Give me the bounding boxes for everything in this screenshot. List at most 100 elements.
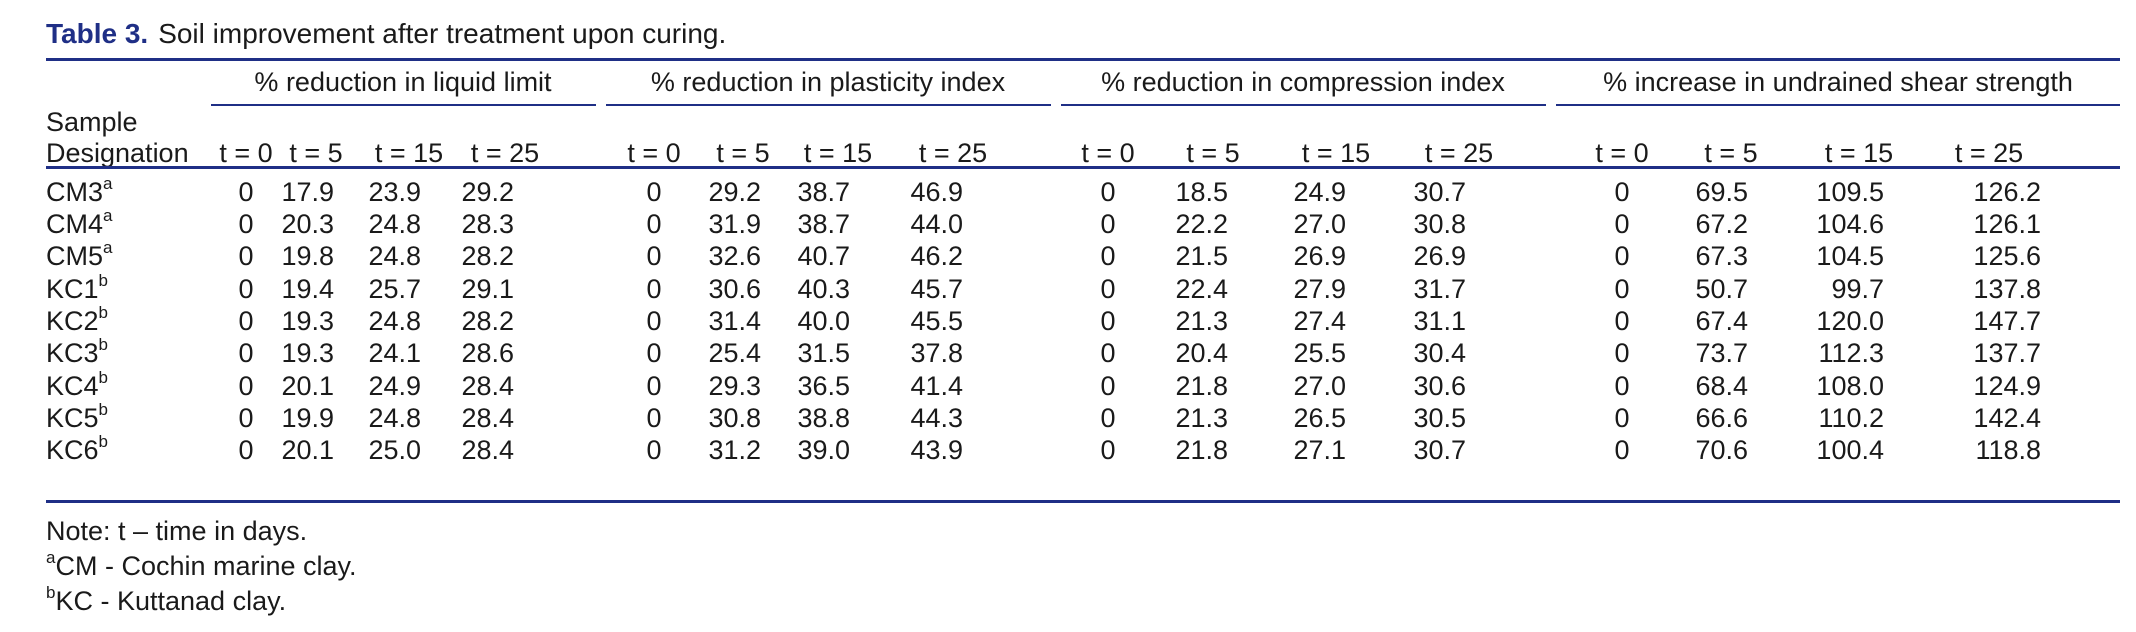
note-text: Note: t – time in days. bbox=[46, 516, 308, 546]
sample-footnote-mark: b bbox=[98, 400, 108, 419]
table-cell: 0 bbox=[1100, 306, 1116, 336]
table-cell: 0 bbox=[646, 209, 662, 239]
table-cell: 30.8 bbox=[708, 403, 761, 433]
table-cell: 24.8 bbox=[368, 403, 421, 433]
table-cell: 28.6 bbox=[461, 338, 514, 368]
table-cell: 40.7 bbox=[797, 241, 850, 271]
sample-name: KC1 bbox=[46, 274, 99, 304]
table-cell: 28.4 bbox=[461, 403, 514, 433]
time-header: t = 25 bbox=[1424, 138, 1494, 168]
sample-name: CM5 bbox=[46, 241, 104, 271]
table-cell: 26.9 bbox=[1413, 241, 1466, 271]
table-cell: 20.1 bbox=[281, 435, 334, 465]
table-cell: 21.5 bbox=[1175, 241, 1228, 271]
row-label: CM5a bbox=[46, 238, 113, 272]
table-cell: 0 bbox=[646, 403, 662, 433]
table-cell: 46.2 bbox=[910, 241, 963, 271]
table-cell: 30.8 bbox=[1413, 209, 1466, 239]
table-cell: 19.8 bbox=[281, 241, 334, 271]
table-cell: 67.3 bbox=[1695, 241, 1748, 271]
table-cell: 30.7 bbox=[1413, 435, 1466, 465]
table-cell: 26.9 bbox=[1293, 241, 1346, 271]
table-cell: 0 bbox=[238, 241, 254, 271]
table-cell: 0 bbox=[238, 177, 254, 207]
table-cell: 45.5 bbox=[910, 306, 963, 336]
row-label: KC5b bbox=[46, 400, 108, 434]
footnote-a-mark: a bbox=[46, 548, 56, 567]
table-cell: 0 bbox=[1100, 241, 1116, 271]
table-cell: 28.2 bbox=[461, 306, 514, 336]
time-header: t = 25 bbox=[918, 138, 988, 168]
table-cell: 20.3 bbox=[281, 209, 334, 239]
table-cell: 109.5 bbox=[1816, 177, 1884, 207]
sample-name: KC2 bbox=[46, 306, 99, 336]
time-header: t = 5 bbox=[1186, 138, 1240, 168]
sample-footnote-mark: a bbox=[103, 238, 113, 257]
table-cell: 46.9 bbox=[910, 177, 963, 207]
table-cell: 27.0 bbox=[1293, 209, 1346, 239]
table-cell: 0 bbox=[238, 338, 254, 368]
table-cell: 0 bbox=[238, 274, 254, 304]
table-cell: 38.7 bbox=[797, 177, 850, 207]
sample-footnote-mark: b bbox=[98, 271, 108, 290]
table-cell: 0 bbox=[646, 306, 662, 336]
table-cell: 38.7 bbox=[797, 209, 850, 239]
table-cell: 67.4 bbox=[1695, 306, 1748, 336]
table-cell: 19.3 bbox=[281, 306, 334, 336]
caption-text: Soil improvement after treatment upon cu… bbox=[158, 18, 727, 49]
table-cell: 28.2 bbox=[461, 241, 514, 271]
table-cell: 23.9 bbox=[368, 177, 421, 207]
table-cell: 0 bbox=[1100, 435, 1116, 465]
sample-name: CM4 bbox=[46, 209, 104, 239]
table-cell: 45.7 bbox=[910, 274, 963, 304]
table-cell: 24.9 bbox=[1293, 177, 1346, 207]
table-cell: 21.3 bbox=[1175, 306, 1228, 336]
table-cell: 0 bbox=[1100, 274, 1116, 304]
table-cell: 31.2 bbox=[708, 435, 761, 465]
table-cell: 66.6 bbox=[1695, 403, 1748, 433]
table-cell: 0 bbox=[1614, 306, 1630, 336]
table-cell: 31.9 bbox=[708, 209, 761, 239]
sample-footnote-mark: b bbox=[98, 335, 108, 354]
table-cell: 30.7 bbox=[1413, 177, 1466, 207]
table-cell: 25.0 bbox=[368, 435, 421, 465]
time-header: t = 5 bbox=[1704, 138, 1758, 168]
footnote-a-text: CM - Cochin marine clay. bbox=[55, 551, 357, 581]
sample-footnote-mark: b bbox=[98, 432, 108, 451]
table-cell: 31.1 bbox=[1413, 306, 1466, 336]
table-cell: 18.5 bbox=[1175, 177, 1228, 207]
table-cell: 25.4 bbox=[708, 338, 761, 368]
table-cell: 27.1 bbox=[1293, 435, 1346, 465]
table-cell: 0 bbox=[238, 209, 254, 239]
time-header: t = 25 bbox=[470, 138, 540, 168]
table-cell: 0 bbox=[1614, 241, 1630, 271]
group-underline-4 bbox=[1556, 104, 2120, 106]
footnote-a: aCM - Cochin marine clay. bbox=[46, 549, 357, 584]
time-header: t = 15 bbox=[374, 138, 444, 168]
row-label: KC6b bbox=[46, 432, 108, 466]
table-cell: 112.3 bbox=[1818, 338, 1884, 368]
table-cell: 31.5 bbox=[797, 338, 850, 368]
table-cell: 50.7 bbox=[1695, 274, 1748, 304]
table-cell: 147.7 bbox=[1973, 306, 2041, 336]
time-header: t = 0 bbox=[1081, 138, 1135, 168]
time-header: t = 0 bbox=[627, 138, 681, 168]
group-underline-1 bbox=[211, 104, 596, 106]
sample-footnote-mark: a bbox=[103, 174, 113, 193]
row-label: KC4b bbox=[46, 369, 108, 402]
table-cell: 0 bbox=[646, 435, 662, 465]
time-header: t = 25 bbox=[1954, 138, 2024, 168]
bottom-rule bbox=[46, 500, 2120, 503]
sample-name: KC4 bbox=[46, 371, 99, 401]
table-cell: 0 bbox=[646, 274, 662, 304]
table-cell: 24.8 bbox=[368, 209, 421, 239]
sample-name: KC3 bbox=[46, 338, 99, 368]
footnote-b-mark: b bbox=[46, 583, 56, 602]
sample-footnote-mark: a bbox=[103, 206, 113, 225]
table-cell: 110.2 bbox=[1818, 403, 1884, 433]
group-header-1: % reduction in liquid limit bbox=[254, 67, 552, 97]
table-cell: 0 bbox=[1100, 177, 1116, 207]
table-cell: 0 bbox=[1614, 371, 1630, 401]
sample-name: KC5 bbox=[46, 403, 99, 433]
table-cell: 20.4 bbox=[1175, 338, 1228, 368]
